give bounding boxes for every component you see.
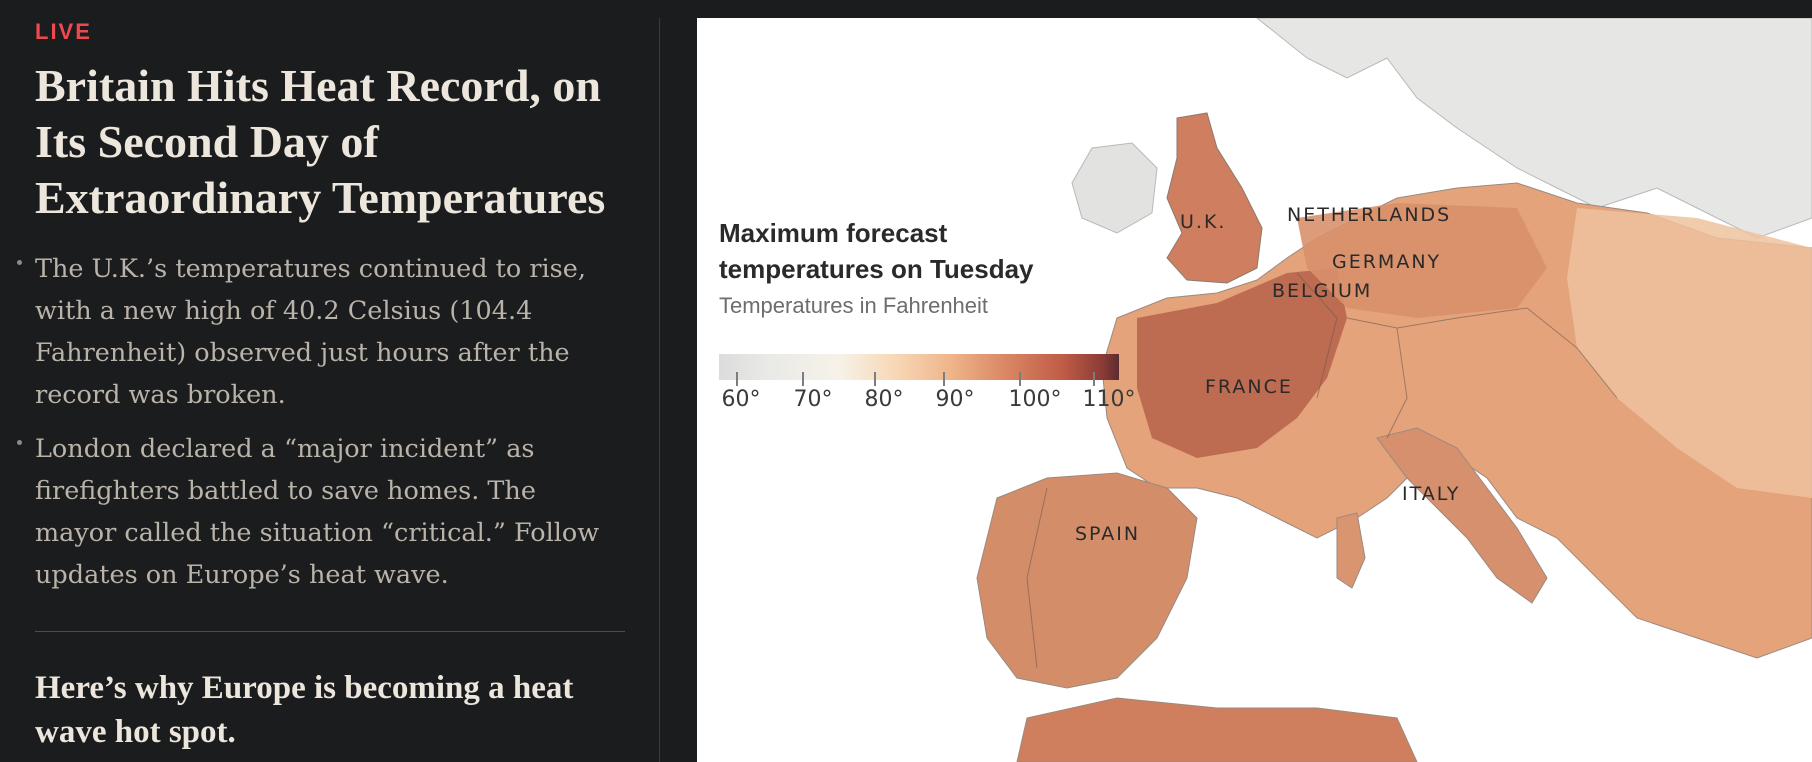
label-spain: SPAIN	[1075, 523, 1141, 545]
iberia-landmass	[976, 472, 1198, 689]
scale-label-80: 80°	[864, 387, 904, 412]
scale-tick	[736, 372, 738, 386]
border-line	[1026, 487, 1048, 669]
scale-tick	[943, 372, 945, 386]
border-line	[1386, 327, 1408, 439]
scale-label-90: 90°	[935, 387, 975, 412]
france-hot-zone	[1137, 268, 1347, 458]
scale-label-100: 100°	[1008, 387, 1062, 412]
headline[interactable]: Britain Hits Heat Record, on Its Second …	[35, 60, 606, 223]
label-netherlands: NETHERLANDS	[1287, 204, 1452, 226]
heat-map: U.K. NETHERLANDS GERMANY BELGIUM FRANCE …	[697, 18, 1812, 762]
scale-tick	[802, 372, 804, 386]
live-label: LIVE	[35, 19, 92, 44]
eastern-europe-zone	[1567, 208, 1812, 498]
related-headline[interactable]: Here’s why Europe is becoming a heat wav…	[35, 670, 574, 750]
scale-label-70: 70°	[793, 387, 833, 412]
label-germany: GERMANY	[1332, 251, 1442, 273]
scale-label-60: 60°	[721, 387, 761, 412]
article-panel: LIVE Britain Hits Heat Record, on Its Se…	[0, 0, 660, 762]
summary-bullet-2[interactable]: London declared a “major incident” as fi…	[17, 428, 625, 596]
label-uk: U.K.	[1180, 211, 1227, 233]
scandinavia-landmass	[1256, 18, 1812, 239]
europe-map-graphic	[976, 18, 1812, 762]
column-divider	[659, 18, 660, 762]
border-line	[1526, 307, 1618, 399]
map-legend: Maximum forecast temperatures on Tuesday…	[719, 215, 1139, 412]
sardinia-island	[1336, 512, 1366, 589]
border-line	[1346, 307, 1528, 329]
label-france: FRANCE	[1205, 376, 1293, 398]
legend-subtitle: Temperatures in Fahrenheit	[719, 293, 989, 318]
color-scale-bar	[719, 354, 1119, 380]
legend-title: Maximum forecast temperatures on Tuesday	[719, 218, 1034, 284]
label-belgium: BELGIUM	[1272, 280, 1373, 302]
scale-tick	[1093, 372, 1095, 386]
summary-list: The U.K.’s temperatures continued to ris…	[17, 248, 625, 608]
divider	[35, 631, 625, 632]
north-africa-landmass	[1016, 697, 1418, 762]
scale-tick	[1019, 372, 1021, 386]
italy-landmass	[1376, 427, 1548, 604]
germany-zone	[1297, 203, 1547, 318]
summary-bullet-1: The U.K.’s temperatures continued to ris…	[17, 248, 625, 416]
scale-label-110: 110°	[1082, 387, 1136, 412]
border-line	[1296, 272, 1338, 399]
label-italy: ITALY	[1402, 483, 1461, 505]
ireland-landmass	[1071, 142, 1158, 234]
britain-landmass	[1166, 112, 1263, 284]
scale-tick	[874, 372, 876, 386]
